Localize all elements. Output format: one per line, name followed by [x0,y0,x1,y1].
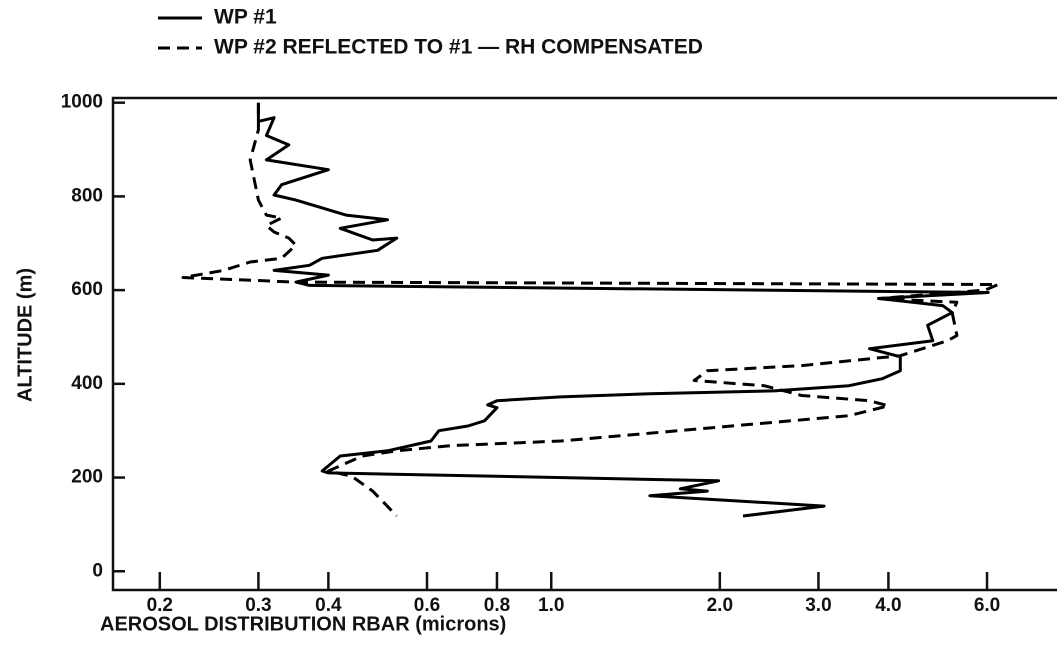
y-tick-label: 0 [92,560,103,581]
plot-frame [111,96,1057,592]
legend-label: WP #2 REFLECTED TO #1 — RH COMPENSATED [214,36,703,59]
y-tick-label: 200 [71,467,103,488]
x-tick-label: 1.0 [538,595,564,616]
x-tick-label: 0.3 [245,595,271,616]
y-axis-title: ALTITUDE (m) [14,268,36,402]
x-tick-label: 0.8 [484,595,510,616]
y-tick-label: 1000 [61,92,103,113]
y-tick-label: 600 [71,279,103,300]
x-axis-title: AEROSOL DISTRIBUTION RBAR (microns) [100,613,506,635]
y-tick-label: 800 [71,185,103,206]
data-line [256,102,990,518]
x-tick-label: 4.0 [875,595,901,616]
x-tick-label: 0.2 [147,595,173,616]
x-tick-label: 6.0 [974,595,1000,616]
x-tick-label: 0.4 [315,595,342,616]
x-tick-label: 0.6 [414,595,440,616]
x-tick-label: 3.0 [805,595,831,616]
x-tick-label: 2.0 [707,595,733,616]
y-tick-label: 400 [71,373,103,394]
data-line [181,102,1000,518]
legend-label: WP #1 [214,6,277,29]
